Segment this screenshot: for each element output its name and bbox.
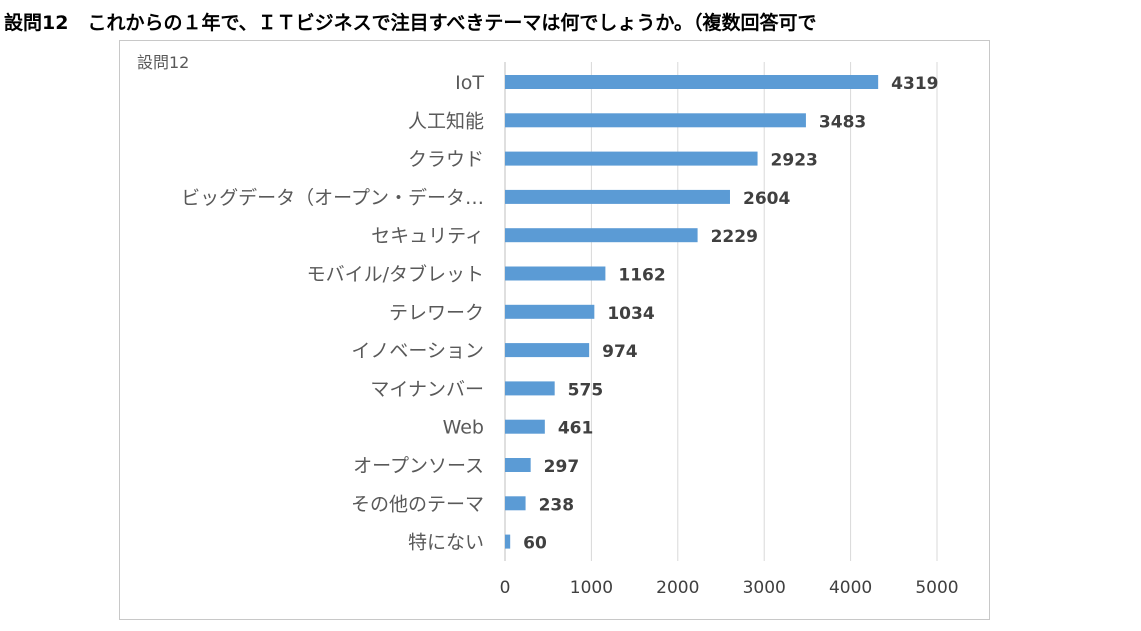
data-label: 60	[523, 534, 547, 554]
x-tick-label: 5000	[915, 578, 958, 598]
x-tick-label: 1000	[570, 578, 613, 598]
category-label: 人工知能	[408, 110, 484, 132]
x-tick-label: 2000	[656, 578, 699, 598]
data-label: 297	[544, 457, 580, 477]
data-label: 2229	[711, 227, 758, 247]
data-label: 4319	[891, 74, 938, 94]
bar	[505, 75, 879, 89]
category-label: ビッグデータ（オープン・データ…	[181, 187, 484, 209]
bar	[505, 113, 806, 128]
category-label: セキュリティ	[371, 225, 484, 247]
bar	[505, 381, 555, 396]
x-tick-label: 4000	[829, 578, 872, 598]
category-label: テレワーク	[389, 302, 484, 324]
category-label: その他のテーマ	[351, 493, 484, 515]
data-label: 461	[558, 419, 594, 439]
bar	[505, 458, 531, 472]
x-tick-label: 3000	[743, 578, 786, 598]
chart-frame	[119, 40, 990, 620]
bar	[505, 304, 595, 319]
data-label: 1162	[618, 266, 665, 286]
data-label: 575	[568, 380, 604, 400]
data-label: 238	[539, 495, 575, 515]
data-label: 2923	[771, 151, 818, 171]
data-label: 2604	[743, 189, 790, 209]
data-label: 3483	[819, 112, 866, 132]
bar	[505, 266, 606, 281]
bar	[505, 228, 698, 243]
category-label: 特にない	[408, 532, 484, 554]
bar	[505, 419, 545, 434]
bar	[505, 534, 511, 549]
category-label: イノベーション	[351, 340, 484, 362]
category-label: マイナンバー	[370, 378, 484, 400]
category-label: クラウド	[408, 149, 484, 171]
x-tick-label: 0	[500, 578, 511, 598]
category-label: IoT	[455, 72, 484, 94]
category-label: Web	[443, 417, 484, 439]
category-label: モバイル/タブレット	[307, 263, 484, 286]
chart-title: 設問12	[137, 53, 189, 72]
bar	[505, 496, 526, 511]
data-label: 1034	[607, 304, 654, 324]
question-heading: 設問12 これからの１年で、ＩＴビジネスで注目すべきテーマは何でしょうか。（複数…	[4, 12, 817, 34]
bar	[505, 189, 730, 204]
bar	[505, 151, 758, 166]
data-label: 974	[602, 342, 638, 362]
bar	[505, 343, 590, 358]
category-label: オープンソース	[353, 455, 484, 477]
